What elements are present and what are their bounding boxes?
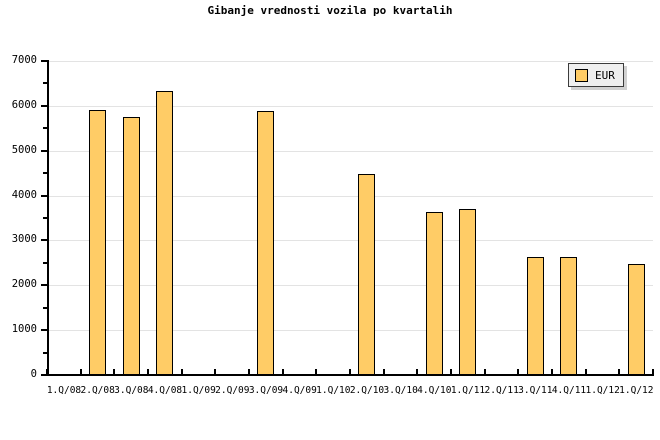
y-tick-7000: [41, 60, 48, 62]
y-axis-label-4000: 4000: [11, 188, 37, 201]
y-axis-label-2000: 2000: [11, 278, 37, 291]
plot-background: [47, 61, 653, 375]
y-axis-label-3000: 3000: [11, 233, 37, 246]
x-tick-5: [214, 369, 217, 375]
bar-1-Q-11-12[interactable]: [459, 209, 477, 375]
bar-4-Q-10-11[interactable]: [425, 212, 443, 375]
y-axis-label-6000: 6000: [11, 98, 37, 111]
x-tick-14: [517, 369, 520, 375]
x-axis-label-13: 2.Q/11: [484, 385, 519, 396]
bar-4-Q-08-3[interactable]: [156, 90, 174, 375]
y-tick-minor-1500: [43, 306, 48, 309]
x-tick-10: [382, 369, 385, 375]
y-tick-minor-4500: [43, 172, 48, 175]
x-axis-label-15: 4.Q/11: [551, 385, 587, 396]
x-axis-label-1: 2.Q/08: [80, 385, 115, 396]
x-tick-8: [315, 369, 318, 375]
y-tick-3000: [41, 239, 48, 242]
y-axis-line: [47, 60, 49, 376]
x-axis-label-8: 1.Q/10: [316, 385, 351, 396]
x-tick-13: [483, 369, 486, 375]
x-tick-1: [79, 369, 82, 375]
x-axis-label-0: 1.Q/08: [46, 385, 82, 396]
x-tick-2: [113, 369, 116, 375]
y-tick-minor-2500: [43, 261, 48, 264]
x-axis-line: [47, 374, 654, 376]
y-axis-label-5000: 5000: [11, 143, 37, 156]
y-tick-minor-5500: [43, 127, 48, 130]
x-axis-label-6: 3.Q/09: [248, 385, 284, 396]
y-tick-minor-3500: [43, 217, 48, 219]
y-axis-label-0: 0: [30, 368, 37, 380]
bar-1-Q-12-17[interactable]: [627, 263, 645, 375]
gridline-4000: [47, 195, 653, 197]
legend-label-eur: EUR: [595, 68, 615, 82]
x-tick-6: [248, 369, 250, 375]
legend-swatch-eur: [575, 68, 588, 82]
y-tick-1000: [41, 329, 48, 332]
gridline-1000: [47, 330, 653, 332]
x-axis-label-17: 1.Q/12: [619, 385, 654, 396]
x-axis-label-3: 4.Q/08: [147, 385, 183, 396]
x-tick-17: [618, 369, 621, 375]
x-axis-label-14: 3.Q/11: [518, 385, 553, 396]
chart-title: Gibanje vrednosti vozila po kvartalih: [207, 4, 453, 17]
x-axis-label-12: 1.Q/11: [450, 385, 486, 396]
bar-3-Q-11-14[interactable]: [526, 257, 544, 375]
x-axis-label-4: 1.Q/09: [181, 385, 216, 396]
x-tick-12: [450, 369, 452, 375]
y-axis-label-7000: 7000: [11, 54, 37, 66]
x-tick-0: [46, 369, 48, 375]
gridline-7000: [47, 61, 653, 62]
y-tick-minor-500: [43, 351, 48, 354]
x-axis-label-2: 3.Q/08: [114, 385, 149, 396]
bar-3-Q-09-6[interactable]: [257, 110, 275, 375]
y-tick-minor-6500: [43, 82, 48, 85]
plot-area: [47, 61, 653, 375]
x-tick-7: [281, 369, 284, 375]
x-axis-label-5: 2.Q/09: [215, 385, 250, 396]
x-tick-4: [180, 369, 183, 375]
x-axis-label-7: 4.Q/09: [282, 385, 317, 396]
y-tick-0: [41, 374, 48, 376]
bar-2-Q-10-9[interactable]: [358, 174, 376, 375]
x-tick-3: [147, 369, 149, 375]
gridline-3000: [47, 240, 653, 242]
gridline-6000: [47, 105, 653, 107]
x-tick-11: [416, 369, 419, 375]
bar-2-Q-08-1[interactable]: [89, 110, 106, 375]
x-axis-label-16: 1.Q/12: [585, 385, 620, 396]
gridline-2000: [47, 285, 653, 287]
bar-4-Q-11-15[interactable]: [560, 257, 578, 375]
y-tick-5000: [41, 149, 48, 152]
y-axis-label-1000: 1000: [11, 323, 37, 336]
x-axis-label-11: 4.Q/10: [417, 385, 452, 396]
x-tick-15: [551, 369, 553, 375]
bar-3-Q-08-2[interactable]: [122, 116, 140, 375]
y-tick-4000: [41, 194, 48, 197]
legend[interactable]: EUR: [568, 63, 624, 87]
gridline-5000: [47, 150, 653, 152]
x-tick-9: [349, 369, 351, 375]
x-tick-16: [584, 369, 587, 375]
y-tick-6000: [41, 104, 48, 107]
x-tick-18: [652, 369, 654, 375]
x-axis-label-10: 3.Q/10: [383, 385, 418, 396]
x-axis-label-9: 2.Q/10: [349, 385, 385, 396]
y-tick-2000: [41, 284, 48, 287]
